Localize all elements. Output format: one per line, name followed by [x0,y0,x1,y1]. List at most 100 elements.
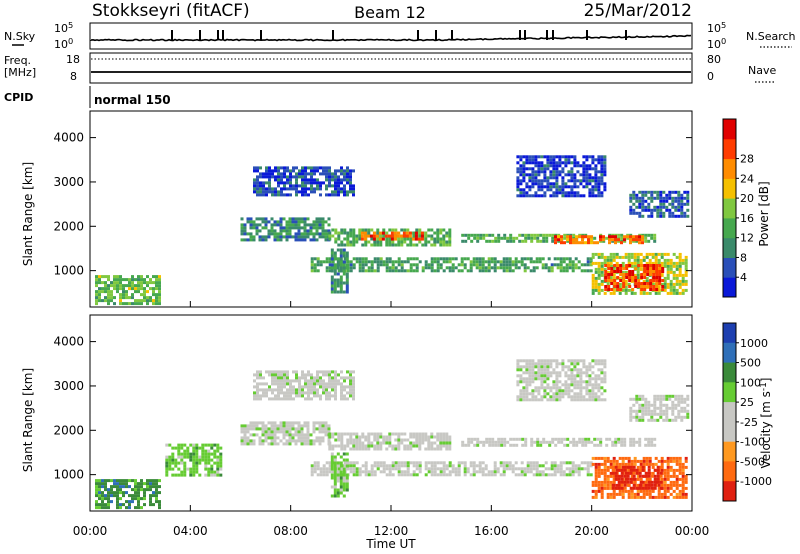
power-echo-region [253,166,355,197]
velocity-echo-region [253,370,355,401]
freq-left-tick-top: 18 [66,53,80,66]
power-colorbar-label: Power [dB] [757,181,771,246]
power-data [95,155,690,306]
power-echo-region [330,248,349,294]
colorbar-tick-label: 500 [740,357,761,370]
colorbar-frame [722,118,737,298]
velocity-echo-region [629,394,690,422]
mhz-label: [MHz] [4,66,36,79]
noise-left-tick-bottom: 100 [54,36,73,51]
colorbar-tick-label: 28 [740,153,754,166]
colorbar-tick-label: -500 [740,455,765,468]
y-tick-label: 2000 [53,423,84,437]
date-title: 25/Mar/2012 [584,1,692,21]
colorbar-frame [722,322,737,502]
colorbar-tick-label: 12 [740,232,754,245]
station-title: Stokkseyri (fitACF) [92,1,250,21]
velocity-echo-region [611,465,663,490]
velocity-echo-region [330,452,349,498]
noise-panel: N.Sky 105 100 105 100 N.Search [4,20,796,51]
velocity-echo-region [516,359,607,402]
colorbar-swatch [723,198,736,219]
colorbar-swatch [723,441,736,462]
colorbar-swatch [723,323,736,344]
velocity-echo-region [591,456,688,499]
velocity-echo-region [328,432,452,451]
noise-left-tick-top: 105 [54,20,73,35]
x-tick-label: 20:00 [574,524,609,538]
power-colorbar: 4 8 12 16 20 24 28 [722,118,754,298]
power-echo-region [629,190,690,218]
freq-right-tick-bottom: 0 [707,70,714,83]
velocity-panel: 1000 2000 3000 4000 Slant Range [km] 1000 50… [21,301,773,551]
power-y-axis-label: Slant Range [km] [21,162,35,266]
nave-label: Nave [748,64,776,77]
y-tick-label: 3000 [53,175,84,189]
x-tick-label: 00:00 [73,524,108,538]
colorbar-tick-label: -25 [740,416,758,429]
velocity-echo-region [165,443,223,477]
y-tick-label: 1000 [53,264,84,278]
noise-panel-frame [89,22,693,50]
velocity-echo-region [310,461,593,477]
x-axis-label: Time UT [365,537,416,551]
cpid-panel: CPID normal 150 [4,86,171,108]
freq-left-tick-bottom: 8 [70,70,77,83]
velocity-data [95,359,690,510]
colorbar-tick-label: -100 [740,436,765,449]
colorbar-tick-label: 24 [740,172,754,185]
power-echo-region [95,275,161,306]
colorbar-swatch [723,402,736,423]
noise-right-tick-bottom: 100 [707,36,726,51]
colorbar-swatch [723,257,736,278]
x-tick-label: 00:00 [675,524,710,538]
power-echo-region [360,231,424,241]
noise-trace [90,30,692,42]
x-tick-label: 16:00 [474,524,509,538]
power-echo-region [240,217,331,242]
freq-right-tick-top: 80 [707,53,721,66]
y-tick-label: 1000 [53,468,84,482]
x-tick-label: 12:00 [374,524,409,538]
power-echo-region [604,264,665,291]
beam-title: Beam 12 [354,3,426,22]
power-panel: 1000 2000 3000 4000 Slant Range [km] 4 8 12 16… [21,110,771,308]
colorbar-swatch [723,178,736,199]
colorbar-swatch [723,119,736,140]
y-tick-label: 3000 [53,379,84,393]
freq-label: Freq. [4,54,31,67]
velocity-colorbar: 1000 500 100 25 -25 -100 -500 -1000 [722,322,772,502]
time-x-ticks: 00:00 04:00 08:00 12:00 16:00 20:00 00:00 [73,301,710,538]
cpid-value: normal 150 [94,93,171,107]
velocity-echo-region [95,479,161,510]
colorbar-swatch [723,481,736,502]
colorbar-swatch [723,421,736,443]
colorbar-swatch [723,237,736,258]
x-tick-label: 08:00 [273,524,308,538]
colorbar-tick-label: 100 [740,376,761,389]
colorbar-swatch [723,382,736,403]
power-echo-region [516,155,607,198]
colorbar-swatch [723,217,736,239]
power-y-ticks: 1000 2000 3000 4000 [53,131,692,278]
colorbar-tick-label: 4 [740,271,747,284]
colorbar-tick-label: 20 [740,192,754,205]
colorbar-swatch [723,158,736,179]
cpid-label: CPID [4,91,33,104]
colorbar-tick-label: 25 [740,396,754,409]
colorbar-swatch [723,277,736,298]
velocity-echo-region [461,437,657,447]
colorbar-swatch [723,461,736,482]
velocity-echo-region [240,421,331,446]
velocity-y-ticks: 1000 2000 3000 4000 [53,335,692,482]
noise-right-tick-top: 105 [707,20,726,35]
nsearch-label: N.Search [746,30,796,43]
nsky-label: N.Sky [4,30,36,43]
colorbar-tick-label: 1000 [740,337,768,350]
velocity-y-axis-label: Slant Range [km] [21,368,35,472]
y-tick-label: 2000 [53,219,84,233]
colorbar-tick-label: -1000 [740,475,772,488]
velocity-colorbar-label: Velocity [m s-1] [759,378,773,469]
colorbar-tick-label: 8 [740,251,747,264]
